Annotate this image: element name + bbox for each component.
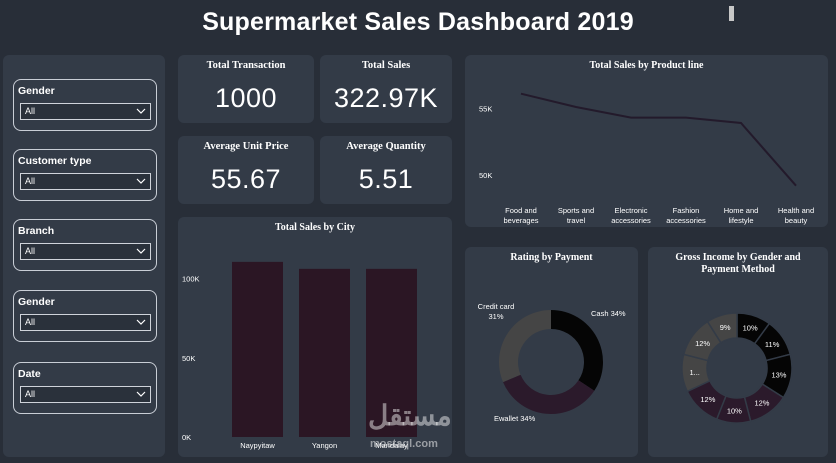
product-line-chart: 55K 50K Food and beverages Sports and travel E… [479, 92, 814, 225]
slicer-label: Customer type [18, 155, 92, 167]
pie-slice [503, 374, 595, 414]
chart-title: Total Sales by Product line [589, 60, 704, 71]
x-tick-label: Sports and travel [558, 206, 594, 225]
watermark-logo: مستقل [368, 400, 452, 431]
pie-slice [499, 310, 551, 383]
kpi-value: 5.51 [358, 164, 414, 194]
kpi-label: Average Unit Price [203, 141, 289, 152]
y-tick-label: 100K [182, 275, 200, 284]
bar [299, 268, 350, 437]
chart-title-line-2: Payment Method [701, 264, 775, 275]
x-tick-label: Home and lifestyle [724, 206, 759, 225]
dropdown-value: All [25, 176, 36, 186]
x-tick-label: Health and beauty [778, 206, 814, 225]
slice-label: Credit card 31% [478, 302, 515, 321]
slicer-gender-2: Gender All [13, 290, 157, 342]
kpi-average-quantity: Average Quantity 5.51 [320, 136, 452, 204]
y-tick-label: 55K [479, 104, 492, 113]
scroll-marker [729, 6, 734, 21]
chart-title-line-1: Gross Income by Gender and [675, 252, 801, 263]
gender-dropdown[interactable]: All [20, 103, 151, 120]
slice-label: 13% [771, 371, 786, 380]
customer-type-dropdown[interactable]: All [20, 173, 151, 190]
dashboard-title: Supermarket Sales Dashboard 2019 [202, 8, 634, 36]
kpi-value: 1000 [214, 83, 278, 113]
kpi-label: Total Transaction [206, 60, 286, 71]
pie-slice [706, 312, 738, 344]
kpi-label: Average Quantity [346, 141, 426, 152]
city-bar-chart: 0K 50K 100K Naypyitaw Yangon Mandalay [182, 261, 417, 450]
kpi-average-unit-price: Average Unit Price 55.67 [178, 136, 314, 204]
x-tick-label: Yangon [312, 441, 337, 450]
slicer-customer-type: Customer type All [13, 149, 157, 201]
slice-label: 10% [727, 406, 742, 415]
gross-income-chart-panel: Gross Income by Gender and Payment Metho… [648, 247, 828, 457]
filter-panel: Gender All Customer type All Branch All … [3, 55, 165, 457]
slicer-label: Gender [18, 85, 55, 97]
slice-label: 12% [695, 339, 710, 348]
series-line [520, 92, 797, 187]
y-tick-label: 50K [479, 171, 492, 180]
bar [232, 261, 283, 437]
pie-slice [551, 310, 603, 391]
dropdown-value: All [25, 246, 36, 256]
chevron-down-icon [136, 178, 146, 184]
slice-label: 12% [754, 398, 769, 407]
kpi-value: 322.97K [333, 83, 439, 113]
slice-label: 1... [689, 368, 699, 377]
x-tick-label: Food and beverages [503, 206, 538, 225]
dropdown-value: All [25, 106, 36, 116]
chart-title: Rating by Payment [510, 252, 593, 263]
x-tick-label: Fashion accessories [666, 206, 706, 225]
x-tick-label: Electronic accessories [611, 206, 651, 225]
chart-title: Gross Income by Gender and Payment Metho… [648, 252, 828, 276]
x-tick-label: Naypyitaw [240, 441, 275, 450]
slicer-gender: Gender All [13, 79, 157, 131]
chevron-down-icon [136, 319, 146, 325]
slicer-branch: Branch All [13, 219, 157, 271]
slice-label: Ewallet 34% [494, 414, 536, 423]
kpi-value: 55.67 [210, 164, 282, 194]
city-bar-chart-panel: Total Sales by City 0K 50K 100K Naypyitaw Ya… [178, 217, 452, 457]
dropdown-value: All [25, 317, 36, 327]
slicer-label: Gender [18, 296, 55, 308]
rating-payment-donut: Cash 34% Ewallet 34% Credit card 31% [478, 302, 626, 423]
watermark-url: mostaql.com [370, 438, 438, 450]
slicer-date: Date All [13, 362, 157, 414]
date-dropdown[interactable]: All [20, 386, 151, 403]
branch-dropdown[interactable]: All [20, 243, 151, 260]
dropdown-value: All [25, 389, 36, 399]
gender-dropdown[interactable]: All [20, 314, 151, 331]
gross-income-donut: 10% 11% 13% 12% 10% 12% 1... 12% 9% [681, 312, 793, 424]
bar [366, 268, 417, 437]
kpi-total-sales: Total Sales 322.97K [320, 55, 452, 123]
y-tick-label: 50K [182, 354, 195, 363]
slice-label: 11% [765, 340, 780, 349]
rating-payment-chart-panel: Rating by Payment Cash 34% Ewallet 34% Cre… [465, 247, 638, 457]
chevron-down-icon [136, 108, 146, 114]
x-tick-label: Mandalay [375, 441, 408, 450]
slicer-label: Date [18, 368, 41, 380]
kpi-total-transaction: Total Transaction 1000 [178, 55, 314, 123]
kpi-label: Total Sales [361, 60, 411, 71]
slice-label: 9% [720, 323, 731, 332]
slice-label: 10% [743, 324, 758, 333]
product-line-chart-panel: Total Sales by Product line 55K 50K Food a… [465, 55, 828, 227]
slice-label: 12% [700, 395, 715, 404]
chart-title: Total Sales by City [275, 222, 355, 233]
slice-label: Cash 34% [591, 309, 626, 318]
chevron-down-icon [136, 248, 146, 254]
y-tick-label: 0K [182, 433, 191, 442]
slicer-label: Branch [18, 225, 55, 237]
chevron-down-icon [136, 391, 146, 397]
